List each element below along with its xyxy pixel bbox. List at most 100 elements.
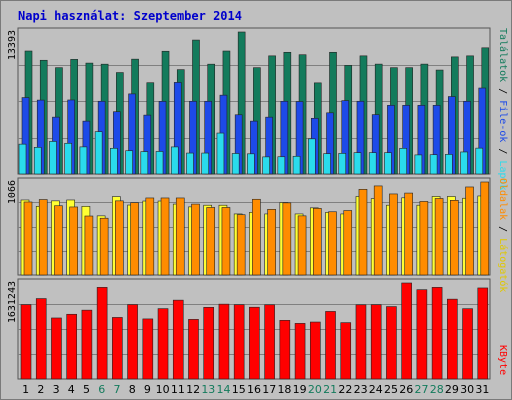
- day-label: 9: [144, 383, 151, 396]
- legend-middle: Oldalak / Látogatók: [497, 178, 509, 292]
- kbytes-bar: [279, 320, 291, 380]
- sites-bar: [84, 215, 94, 276]
- legend-entry: Lapok: [497, 160, 508, 190]
- day-label: 19: [293, 383, 307, 396]
- chart-bars: [18, 31, 490, 380]
- kbytes-bar: [218, 303, 230, 380]
- pages-bar: [231, 153, 240, 175]
- day-label: 13: [201, 383, 215, 396]
- day-label: 5: [83, 383, 90, 396]
- day-label: 11: [171, 383, 185, 396]
- sites-bar: [191, 203, 200, 276]
- sites-bar: [115, 200, 124, 276]
- legend-entry: Oldalak: [497, 178, 508, 220]
- kbytes-bar: [477, 287, 489, 380]
- legend-entry: Látogatók: [497, 238, 509, 292]
- day-label: 4: [68, 383, 75, 396]
- pages-bar: [94, 131, 103, 175]
- kbytes-bar: [370, 304, 382, 380]
- kbytes-bar: [112, 317, 123, 380]
- sites-bar: [389, 193, 398, 276]
- y-axis-labels: 13393 1066 1631243: [7, 30, 18, 323]
- day-label: 7: [113, 383, 120, 396]
- kbytes-bar: [81, 309, 93, 380]
- pages-bar: [445, 154, 453, 175]
- legend-entry: File-ok: [497, 100, 508, 142]
- kbytes-bar: [264, 304, 275, 380]
- pages-bar: [33, 147, 42, 175]
- pages-bar: [414, 154, 423, 175]
- day-label: 25: [384, 383, 398, 396]
- day-label: 23: [354, 383, 368, 396]
- sites-bar: [252, 198, 261, 276]
- legend-top: Találatok / File-ok / Lapok: [497, 28, 509, 191]
- kbytes-bar: [172, 299, 184, 380]
- sites-bar: [404, 192, 413, 276]
- chart-title: Napi használat: Szeptember 2014: [18, 9, 242, 23]
- pages-bar: [79, 146, 88, 175]
- pages-bar: [399, 147, 407, 175]
- sites-bar: [69, 206, 78, 276]
- pages-bar: [262, 156, 270, 175]
- pages-bar: [186, 152, 194, 175]
- sites-bar: [358, 189, 368, 276]
- kbytes-bar: [127, 304, 138, 380]
- pages-bar: [247, 153, 255, 175]
- kbytes-bar: [96, 287, 108, 380]
- legend-entry: /: [497, 82, 508, 100]
- pages-bar: [140, 151, 149, 175]
- kbytes-bar: [355, 304, 367, 380]
- day-label: 31: [475, 383, 489, 396]
- sites-bar: [434, 198, 444, 276]
- day-label: 27: [414, 383, 428, 396]
- y-max-label-panel-2: 1066: [7, 180, 18, 204]
- sites-bar: [328, 211, 337, 276]
- day-label: 6: [98, 383, 105, 396]
- kbytes-bar: [157, 308, 169, 380]
- pages-bar: [368, 152, 377, 175]
- sites-bar: [38, 199, 48, 276]
- pages-bar: [307, 138, 316, 175]
- sites-bar: [312, 208, 322, 276]
- sites-bar: [480, 181, 490, 276]
- pages-bar: [384, 152, 392, 175]
- pages-bar: [155, 151, 164, 175]
- day-label: 15: [232, 383, 246, 396]
- sites-bar: [54, 205, 63, 276]
- kbytes-bar: [309, 321, 321, 380]
- pages-bar: [292, 155, 301, 175]
- kbytes-bar: [233, 304, 245, 380]
- day-label: 3: [53, 383, 60, 396]
- day-label: 8: [129, 383, 136, 396]
- day-label: 1: [22, 383, 29, 396]
- sites-bar: [130, 202, 139, 276]
- sites-bar: [465, 186, 474, 276]
- sites-bar: [221, 207, 231, 276]
- pages-bar: [18, 143, 27, 175]
- pages-bar: [323, 153, 331, 175]
- kbytes-bar: [66, 313, 77, 380]
- sites-bar: [450, 200, 459, 276]
- legend-entry: KByte: [497, 345, 508, 375]
- pages-bar: [475, 147, 484, 175]
- day-label: 28: [430, 383, 444, 396]
- pages-bar: [49, 141, 57, 175]
- day-label: 24: [369, 383, 383, 396]
- sites-bar: [282, 202, 292, 276]
- sites-bar: [236, 214, 246, 276]
- pages-bar: [216, 132, 225, 175]
- day-label: 12: [186, 383, 200, 396]
- kbytes-bar: [325, 311, 336, 380]
- kbytes-bar: [386, 306, 397, 380]
- day-label: 18: [277, 383, 291, 396]
- y-max-label-panel-1: 13393: [7, 30, 18, 60]
- pages-bar: [338, 153, 347, 175]
- day-label: 21: [323, 383, 337, 396]
- day-label: 16: [247, 383, 261, 396]
- kbytes-bar: [447, 298, 458, 380]
- day-label: 29: [445, 383, 459, 396]
- sites-bar: [175, 197, 185, 276]
- day-label: 17: [262, 383, 276, 396]
- kbytes-bar: [203, 307, 215, 380]
